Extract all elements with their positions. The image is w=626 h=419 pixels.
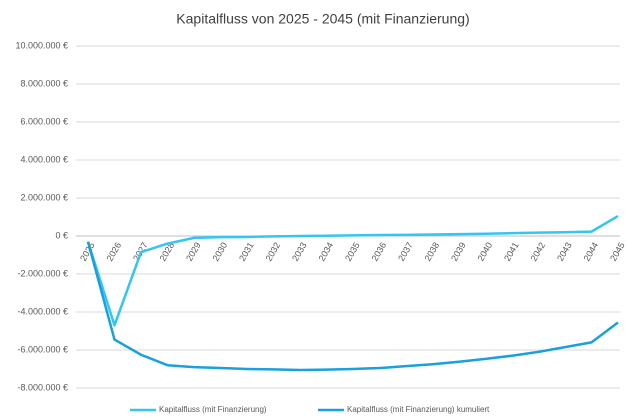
chart-title: Kapitalfluss von 2025 - 2045 (mit Finanz… xyxy=(176,11,469,27)
legend-label: Kapitalfluss (mit Finanzierung) xyxy=(159,405,267,414)
x-tick-label: 2042 xyxy=(529,241,548,263)
line-series xyxy=(86,214,619,327)
legend-label: Kapitalfluss (mit Finanzierung) kumulier… xyxy=(347,405,490,414)
x-tick-label: 2045 xyxy=(608,241,626,263)
x-tick-label: 2032 xyxy=(264,241,283,263)
y-tick-label: 10.000.000 € xyxy=(15,40,68,50)
y-tick-label: -8.000.000 € xyxy=(17,382,68,392)
x-tick-label: 2039 xyxy=(449,241,468,263)
x-tick-label: 2038 xyxy=(423,241,442,263)
x-tick-label: 2036 xyxy=(370,241,389,263)
x-tick-label: 2041 xyxy=(502,241,521,263)
x-tick-label: 2029 xyxy=(184,241,203,263)
line-series xyxy=(86,241,619,372)
x-tick-label: 2034 xyxy=(317,241,336,263)
x-tick-label: 2037 xyxy=(396,241,415,263)
x-tick-label: 2031 xyxy=(237,241,256,263)
y-tick-label: -2.000.000 € xyxy=(17,268,68,278)
x-tick-label: 2043 xyxy=(555,241,574,263)
x-tick-label: 2033 xyxy=(290,241,309,263)
y-tick-label: -4.000.000 € xyxy=(17,306,68,316)
y-tick-label: -6.000.000 € xyxy=(17,344,68,354)
y-tick-label: 2.000.000 € xyxy=(20,192,68,202)
y-tick-label: 0 € xyxy=(55,230,68,240)
x-tick-label: 2044 xyxy=(582,241,601,263)
x-tick-label: 2040 xyxy=(476,241,495,263)
y-tick-label: 4.000.000 € xyxy=(20,154,68,164)
x-tick-label: 2030 xyxy=(211,241,230,263)
x-tick-label: 2026 xyxy=(105,241,124,263)
y-tick-label: 8.000.000 € xyxy=(20,78,68,88)
y-tick-label: 6.000.000 € xyxy=(20,116,68,126)
x-tick-label: 2035 xyxy=(343,241,362,263)
